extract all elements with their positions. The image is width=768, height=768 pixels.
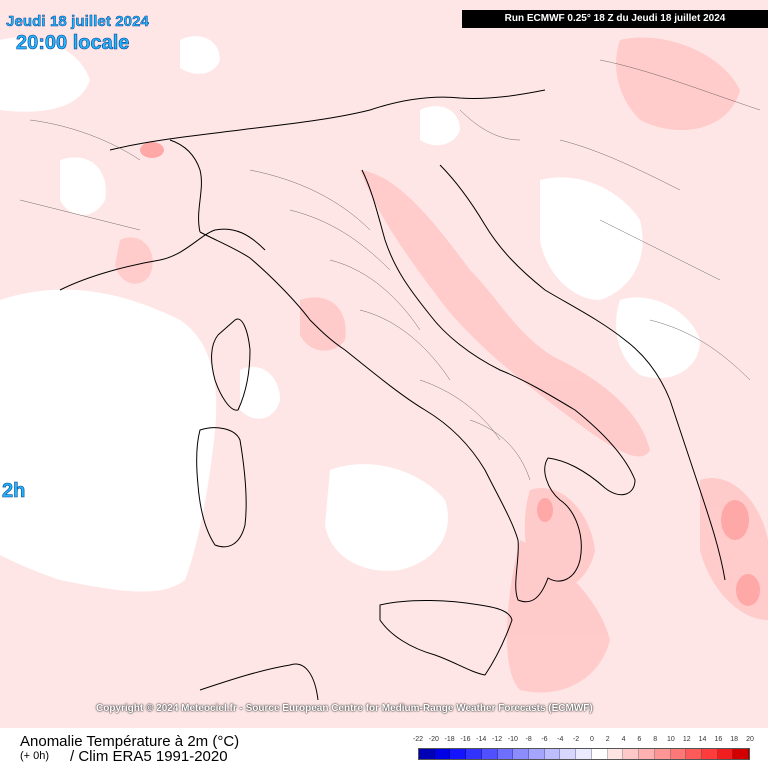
color-scale-cell [544, 749, 561, 759]
temperature-anomaly-map [0, 0, 768, 728]
color-scale-cell [576, 749, 592, 759]
color-scale-label: 0 [589, 736, 594, 743]
color-scale-label: 2 [605, 736, 610, 743]
color-scale-label: -10 [507, 736, 518, 743]
legend-climatology: / Clim ERA5 1991-2020 [70, 748, 228, 765]
color-scale-label: 12 [682, 736, 691, 743]
color-scale-cell [591, 749, 608, 759]
color-scale-cell [607, 749, 624, 759]
color-scale-label: -22 [412, 736, 424, 743]
legend-offset: (+ 0h) [20, 750, 50, 762]
color-scale-label: -14 [476, 736, 487, 743]
color-scale-label: -6 [541, 736, 548, 743]
color-scale-label: -2 [572, 736, 580, 743]
color-scale-cell [701, 749, 718, 759]
color-scale-label: 20 [746, 736, 754, 743]
tunisia-coastline [199, 663, 319, 701]
color-scale-bar [418, 748, 750, 760]
color-scale-cell [654, 749, 671, 759]
balkan-coastline [439, 164, 726, 581]
color-scale-label: 8 [653, 736, 658, 743]
color-scale-cell [717, 749, 734, 759]
color-scale-cell [513, 749, 530, 759]
color-scale-label: -4 [557, 736, 564, 743]
color-scale-cell [733, 749, 750, 759]
color-scale-label: -8 [525, 736, 532, 743]
color-scale-cell [450, 749, 467, 759]
color-scale-label: 18 [730, 736, 739, 743]
color-scale: -22 -20 -18 -16 -14 -12 -10 -8 -6 -4 -2 0 2 4 6 8 10 12 14… [413, 736, 754, 766]
color-scale-cell [466, 749, 482, 759]
color-scale-cell [481, 749, 498, 759]
run-info: Run ECMWF 0.25° 18 Z du Jeudi 18 juillet… [462, 10, 768, 28]
legend-title: Anomalie Température à 2m (°C) [20, 733, 240, 750]
color-scale-label: 16 [714, 736, 723, 743]
color-scale-label: -20 [428, 736, 439, 743]
color-scale-label: 4 [621, 736, 626, 743]
color-scale-label: 10 [667, 736, 675, 743]
color-scale-label: -18 [444, 736, 455, 743]
color-scale-label: -16 [460, 736, 471, 743]
corsica-coastline [211, 318, 251, 411]
color-scale-cell [419, 749, 435, 759]
color-scale-cell [434, 749, 451, 759]
color-scale-cell [639, 749, 655, 759]
side-hour-label: 2h [2, 480, 26, 503]
hot-anomaly-spots [140, 142, 760, 606]
color-scale-cell [497, 749, 514, 759]
ligurian-coastline [59, 228, 266, 291]
color-scale-label: 6 [637, 736, 642, 743]
italy-coastline [199, 169, 636, 603]
color-scale-cell [560, 749, 577, 759]
color-scale-label: -12 [491, 736, 503, 743]
copyright-notice: Copyright © 2024 Meteociel.fr - Source E… [96, 703, 593, 714]
warm-anomaly-zones [115, 37, 768, 693]
coastlines-borders [59, 89, 726, 701]
sardinia-coastline [196, 427, 247, 548]
neutral-anomaly-zones [0, 36, 700, 592]
color-scale-cell [670, 749, 687, 759]
color-scale-cell [529, 749, 545, 759]
sicily-coastline [379, 599, 513, 676]
color-scale-cell [686, 749, 702, 759]
france-italy-border [169, 139, 202, 233]
color-scale-label: 14 [698, 736, 707, 743]
alpine-border [109, 89, 546, 151]
color-scale-cell [623, 749, 640, 759]
forecast-date: Jeudi 18 juillet 2024 [6, 13, 150, 31]
forecast-time: 20:00 locale [16, 32, 130, 55]
